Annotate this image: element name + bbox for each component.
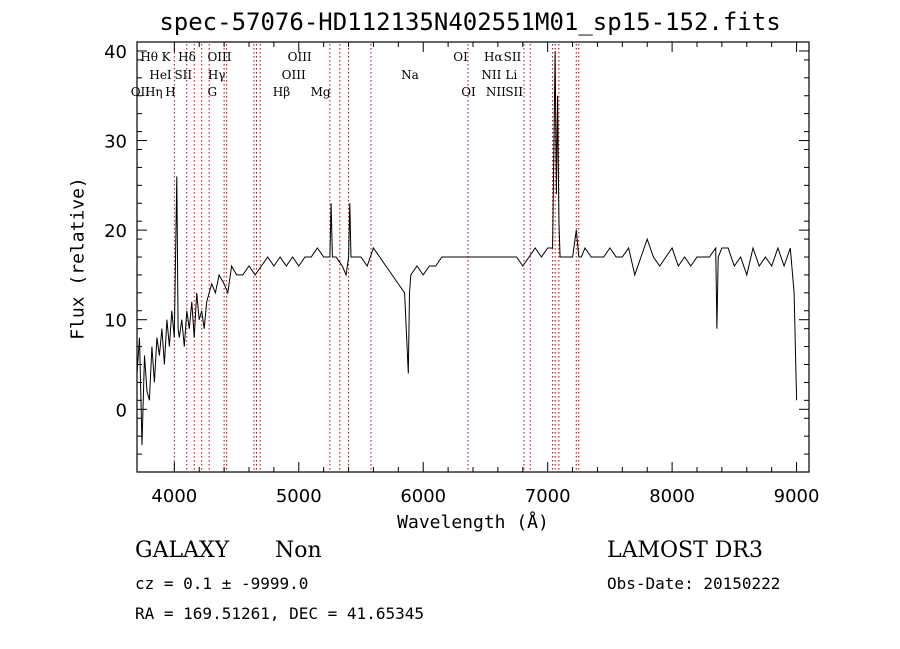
line-label: Mg <box>311 85 331 99</box>
axes: 4000 5000 6000 7000 8000 9000 0 10 20 30 40 <box>104 42 819 507</box>
line-label: Hα <box>484 50 503 64</box>
object-subclass: Non <box>275 538 322 563</box>
x-tick-label: 6000 <box>400 486 446 507</box>
line-label: OI <box>461 85 476 99</box>
line-label: Hθ <box>140 50 158 64</box>
line-label: OII <box>131 85 151 99</box>
line-label: SII <box>505 85 523 99</box>
line-label: K <box>162 50 172 64</box>
x-tick-label: 7000 <box>525 486 571 507</box>
spectrum-line <box>136 50 798 446</box>
y-tick-label: 0 <box>116 400 127 421</box>
line-label: Hγ <box>208 68 226 82</box>
chart-title: spec-57076-HD112135N402551M01_sp15-152.f… <box>159 8 781 36</box>
ra-dec: RA = 169.51261, DEC = 41.65345 <box>135 604 424 623</box>
line-label: Hβ <box>273 85 290 99</box>
line-label: OIII <box>288 50 312 64</box>
line-label: Na <box>401 68 419 82</box>
series-layer <box>136 50 798 446</box>
y-axis-label: Flux (relative) <box>67 177 89 340</box>
x-tick-label: 4000 <box>151 486 197 507</box>
line-label: H <box>165 85 175 99</box>
line-labels: OII Hθ Hη HeI K H Hδ SII OIII Hγ G Hβ OIII OIII Mg Na OI… <box>131 50 524 99</box>
line-label: Hη <box>145 85 163 99</box>
x-tick-label: 9000 <box>774 486 820 507</box>
x-tick-label: 8000 <box>649 486 695 507</box>
line-markers <box>173 44 580 472</box>
line-label: NII <box>486 85 506 99</box>
line-label: SII <box>174 68 192 82</box>
line-label: OIII <box>207 50 231 64</box>
line-label: HeI <box>149 68 172 82</box>
y-tick-label: 30 <box>104 132 127 153</box>
line-label: Li <box>505 68 517 82</box>
line-label: OIII <box>282 68 306 82</box>
obs-date: Obs-Date: 20150222 <box>607 574 781 593</box>
redshift-cz: cz = 0.1 ± -9999.0 <box>135 574 309 593</box>
line-label: SII <box>504 50 522 64</box>
x-tick-label: 5000 <box>276 486 322 507</box>
x-axis-label: Wavelength (Å) <box>397 512 549 533</box>
line-label: Hδ <box>178 50 196 64</box>
object-class: GALAXY <box>135 538 230 563</box>
y-tick-label: 10 <box>104 311 127 332</box>
y-tick-label: 40 <box>104 42 127 63</box>
y-tick-label: 20 <box>104 221 127 242</box>
survey-label: LAMOST DR3 <box>607 538 763 563</box>
line-label: OI <box>453 50 468 64</box>
line-label: G <box>207 85 217 99</box>
line-label: NII <box>481 68 501 82</box>
